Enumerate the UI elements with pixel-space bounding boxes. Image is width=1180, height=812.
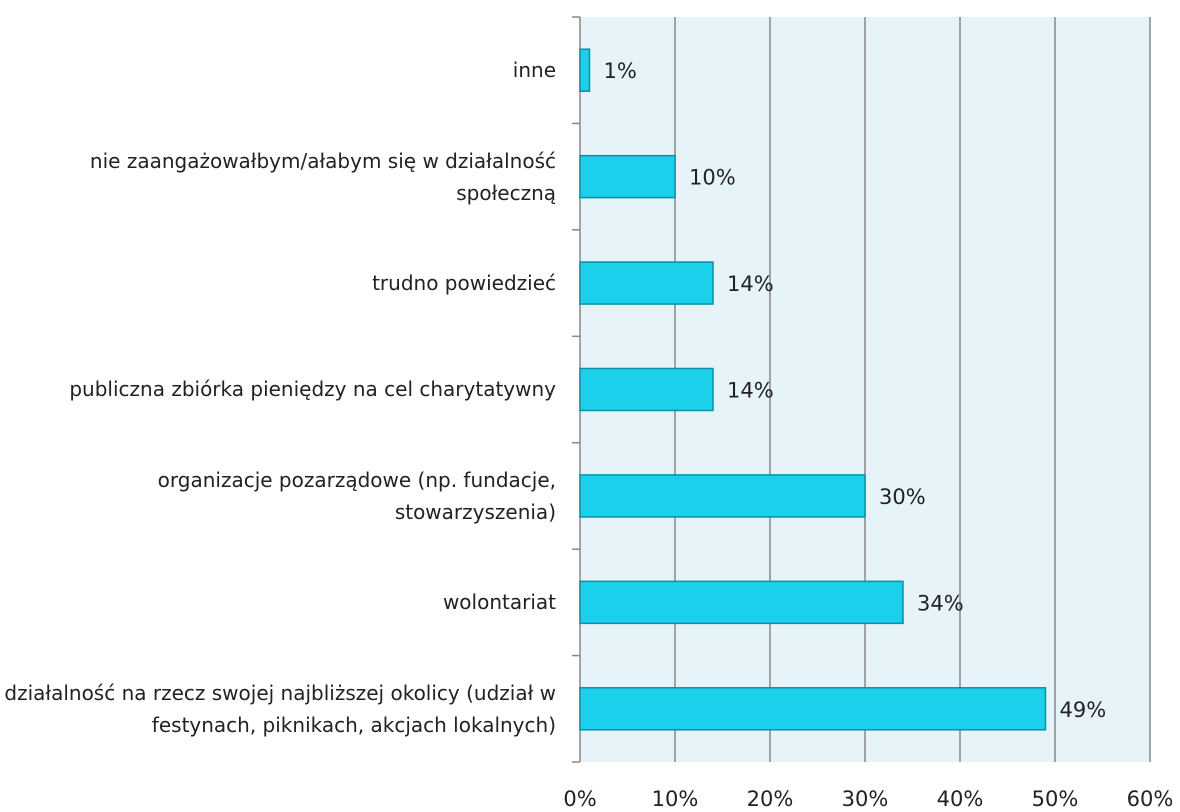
bar	[579, 154, 676, 199]
bar	[579, 687, 1047, 731]
bar	[579, 48, 591, 92]
bar	[579, 261, 714, 305]
x-tick-label: 30%	[842, 787, 889, 811]
x-tick-label: 10%	[652, 787, 699, 811]
value-label: 49%	[1060, 698, 1107, 722]
x-tick-label: 60%	[1127, 787, 1174, 811]
x-tick-label: 40%	[937, 787, 984, 811]
value-label: 14%	[727, 272, 774, 296]
value-label: 30%	[879, 485, 926, 509]
y-tick-label: trudno powiedzieć	[372, 271, 556, 296]
y-tick-label: wolontariat	[442, 590, 556, 615]
value-label: 34%	[917, 591, 964, 615]
value-label: 1%	[604, 59, 637, 83]
bar	[579, 580, 904, 625]
y-tick-label: publiczna zbiórka pieniędzy na cel chary…	[69, 377, 556, 402]
y-tick-label: działalność na rzecz swojej najbliższej …	[4, 680, 556, 737]
y-tick-label: organizacje pozarządowe (np. fundacje, s…	[157, 467, 556, 524]
value-label: 10%	[689, 166, 736, 190]
x-tick-label: 0%	[563, 787, 596, 811]
x-tick-label: 20%	[747, 787, 794, 811]
y-tick-label: nie zaangażowałbym/ałabym się w działaln…	[89, 148, 556, 205]
x-tick-label: 50%	[1032, 787, 1079, 811]
bar	[579, 474, 866, 518]
y-tick-label: inne	[512, 58, 556, 83]
value-label: 14%	[727, 379, 774, 403]
bar	[579, 367, 714, 412]
